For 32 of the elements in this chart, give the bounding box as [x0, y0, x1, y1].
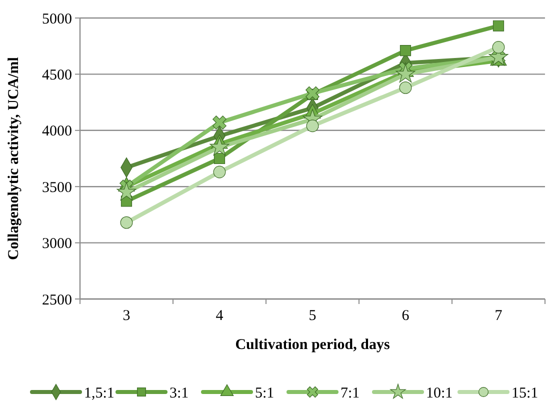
- point: [213, 166, 226, 178]
- x-tick-label: 7: [494, 308, 503, 324]
- legend-label: 7:1: [340, 385, 360, 402]
- y-tick-label: 4500: [42, 67, 72, 84]
- y-tick-label: 5000: [42, 11, 72, 28]
- y-tick-label: 3000: [42, 236, 72, 252]
- legend-label: 1,5:1: [84, 385, 114, 402]
- point: [120, 216, 133, 229]
- point: [400, 45, 412, 56]
- point: [212, 116, 226, 130]
- point: [492, 20, 504, 32]
- x-axis-title: Cultivation period, days: [235, 337, 390, 353]
- point: [399, 81, 412, 94]
- point: [306, 120, 319, 132]
- x-tick-label: 6: [402, 308, 410, 324]
- y-tick-label: 3500: [42, 180, 72, 196]
- point: [306, 86, 320, 100]
- legend-label: 5:1: [255, 385, 274, 402]
- y-axis-title: Collagenolytic activity, UCA/ml: [6, 57, 22, 260]
- point: [210, 137, 230, 156]
- x-tick-label: 5: [308, 308, 316, 324]
- y-tick-label: 4000: [42, 124, 72, 140]
- x-tick-label: 3: [122, 308, 130, 324]
- legend-label: 3:1: [170, 385, 189, 402]
- y-tick-label: 2500: [42, 292, 72, 308]
- point: [492, 41, 505, 54]
- point: [214, 152, 226, 164]
- legend-label: 15:1: [512, 385, 538, 402]
- legend-label: 10:1: [426, 385, 453, 402]
- point: [116, 182, 136, 201]
- point: [396, 64, 416, 83]
- x-tick-label: 4: [216, 308, 224, 324]
